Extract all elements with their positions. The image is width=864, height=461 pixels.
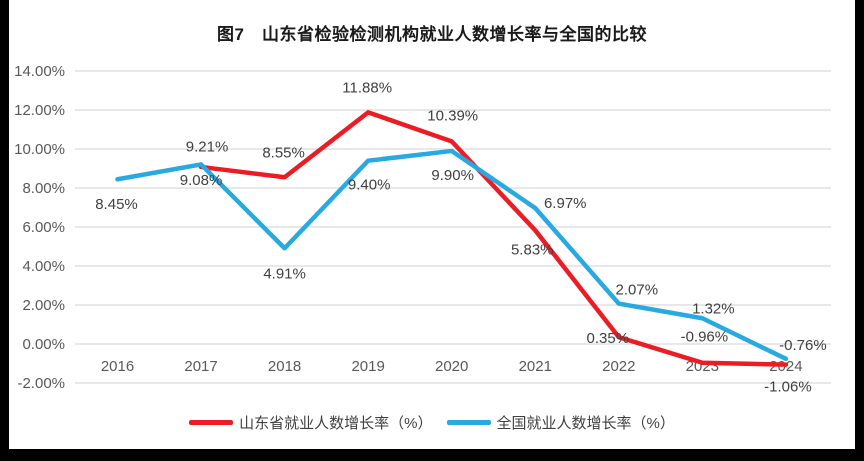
y-axis-tick-label: 10.00%: [14, 141, 65, 158]
chart-title: 图7 山东省检验检测机构就业人数增长率与全国的比较: [217, 25, 647, 44]
y-axis-tick-label: 8.00%: [22, 180, 65, 197]
data-label: 6.97%: [544, 195, 587, 212]
legend-item-national: 全国就业人数增长率（%）: [446, 412, 675, 433]
data-label: 9.21%: [186, 138, 229, 155]
x-axis-tick-label: 2017: [184, 358, 217, 375]
data-label: 0.35%: [587, 330, 630, 347]
right-border-bar: [855, 0, 864, 461]
data-label: 11.88%: [342, 79, 392, 96]
data-label: 10.39%: [427, 107, 478, 124]
legend-swatch-shandong-red-line: [189, 419, 234, 425]
data-label: 2.07%: [616, 282, 659, 299]
data-label: 9.40%: [348, 177, 391, 194]
y-axis-tick-label: 6.00%: [22, 219, 65, 236]
data-label: 8.45%: [95, 196, 138, 213]
data-label: -0.76%: [779, 337, 827, 354]
y-axis-tick-label: -2.00%: [17, 375, 65, 392]
data-label: 9.08%: [180, 172, 223, 189]
y-axis-tick-label: 4.00%: [22, 258, 65, 275]
data-label: -1.06%: [764, 379, 812, 396]
series-line-0: [198, 110, 789, 367]
x-axis-tick-label: 2020: [435, 358, 468, 375]
x-axis-tick-label: 2021: [519, 358, 552, 375]
data-label: 9.90%: [431, 167, 474, 184]
x-axis-tick-label: 2018: [268, 358, 301, 375]
legend-label-shandong: 山东省就业人数增长率（%）: [239, 414, 433, 432]
x-axis-tick-label: 2019: [351, 358, 384, 375]
data-label: 4.91%: [263, 265, 306, 282]
left-border-bar: [0, 0, 9, 461]
data-label: 8.55%: [262, 144, 305, 161]
data-label: 5.83%: [511, 241, 554, 258]
legend-item-shandong: 山东省就业人数增长率（%）: [189, 412, 433, 433]
bottom-border-bar: [0, 449, 864, 461]
x-axis-tick-label: 2016: [101, 358, 134, 375]
y-axis-tick-label: 12.00%: [14, 102, 65, 119]
x-axis-tick-label: 2022: [602, 358, 635, 375]
legend: 山东省就业人数增长率（%） 全国就业人数增长率（%）: [0, 411, 864, 433]
data-label: -0.96%: [681, 329, 729, 346]
y-axis-tick-label: 14.00%: [14, 63, 65, 80]
y-axis-tick-label: 2.00%: [22, 297, 65, 314]
data-label: 1.32%: [692, 300, 735, 317]
legend-label-national: 全国就业人数增长率（%）: [496, 414, 675, 432]
y-axis-tick-label: 0.00%: [22, 336, 65, 353]
legend-swatch-national-blue-line: [446, 419, 491, 425]
series-line-1: [115, 148, 789, 362]
